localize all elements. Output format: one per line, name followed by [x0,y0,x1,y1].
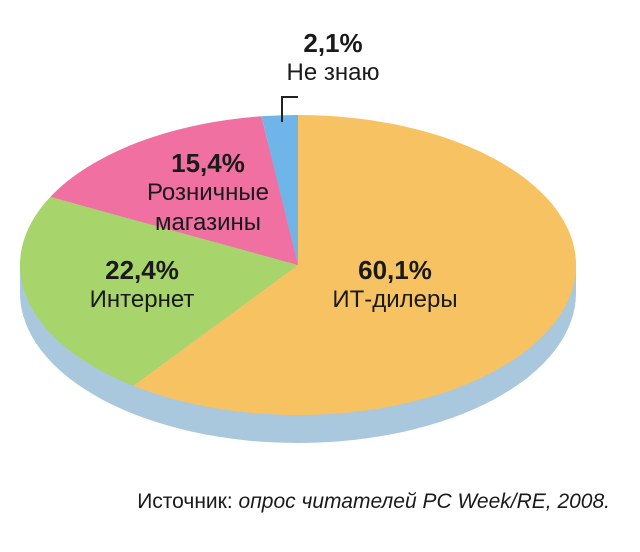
pie-slice [19,196,298,386]
category-label: Розничные магазины [146,179,270,236]
pie-slice [261,115,298,265]
value-label: 22,4% [105,255,179,285]
source: Источник: опрос читателей PC Week/RE, 20… [137,490,610,514]
pie-slice [50,116,298,265]
value-label: 2,1% [303,28,363,58]
pie-slice [133,115,577,415]
category-label: ИТ-дилеры [332,286,458,313]
source-label: Источник: [137,490,233,513]
category-label: Не знаю [286,59,380,86]
source-text: опрос читателей PC Week/RE, 2008. [238,490,610,513]
category-label: Интернет [89,286,195,313]
slice-label: 22,4% Интернет [0,255,292,315]
slice-label: 60,1% ИТ-дилеры [245,255,545,315]
leader-line [281,96,298,122]
slice-label: 15,4% Розничные магазины [133,148,283,238]
slice-label: 2,1% Не знаю [233,28,433,88]
value-label: 15,4% [171,148,245,178]
value-label: 60,1% [358,255,432,285]
